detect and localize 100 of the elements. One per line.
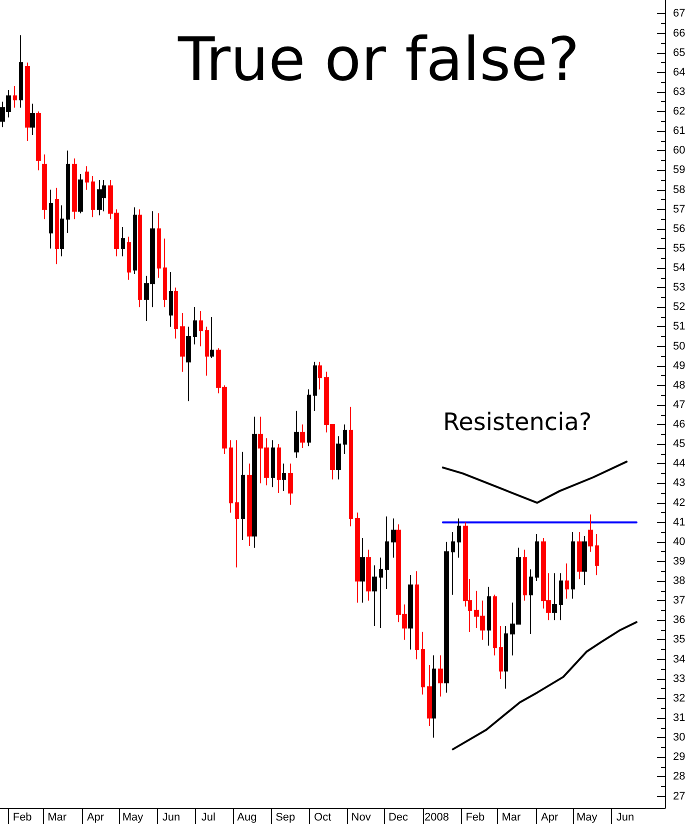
y-tick-label: 30 bbox=[673, 732, 686, 744]
candlestick bbox=[318, 361, 322, 390]
candlestick bbox=[535, 534, 539, 582]
y-tick-label: 47 bbox=[673, 398, 686, 411]
candlestick bbox=[379, 557, 383, 629]
candlestick bbox=[30, 103, 35, 136]
candlestick bbox=[493, 594, 497, 656]
candlestick bbox=[169, 271, 173, 328]
candlestick bbox=[288, 463, 293, 506]
x-tick-label: Nov bbox=[351, 812, 372, 824]
x-tick-label: Oct bbox=[314, 812, 332, 824]
candlestick bbox=[432, 654, 436, 738]
candlestick bbox=[582, 536, 587, 586]
candlestick bbox=[49, 189, 53, 249]
x-tick-label: Sep bbox=[276, 812, 296, 824]
candlestick bbox=[19, 34, 23, 108]
candlestick bbox=[577, 532, 582, 580]
y-tick-label: 28 bbox=[673, 770, 686, 783]
candlestick bbox=[210, 316, 214, 359]
y-tick-label: 40 bbox=[673, 536, 686, 548]
candlestick bbox=[91, 176, 95, 218]
y-tick-label: 36 bbox=[673, 614, 686, 626]
candlestick bbox=[85, 166, 89, 190]
candlestick bbox=[372, 564, 377, 627]
y-tick-label: 39 bbox=[673, 555, 686, 568]
line-series bbox=[442, 460, 628, 504]
candlestick bbox=[229, 440, 233, 514]
y-tick-label: 44 bbox=[673, 458, 686, 470]
candlestick bbox=[247, 463, 252, 546]
y-tick-label: 38 bbox=[673, 575, 686, 588]
candlestick bbox=[588, 514, 593, 552]
x-tick-label: Feb bbox=[12, 812, 32, 824]
y-tick-label: 52 bbox=[673, 301, 686, 314]
candlestick bbox=[487, 586, 491, 646]
candlestick bbox=[571, 532, 575, 600]
y-tick-label: 32 bbox=[673, 692, 686, 704]
y-tick-label: 55 bbox=[673, 242, 686, 254]
candlestick bbox=[180, 312, 185, 372]
candlestick bbox=[438, 654, 443, 697]
candlestick bbox=[366, 549, 371, 602]
candlestick bbox=[127, 236, 131, 280]
y-tick-label: 35 bbox=[673, 634, 686, 646]
candlestick bbox=[523, 549, 527, 602]
candlestick bbox=[559, 572, 563, 621]
candlestick bbox=[174, 287, 178, 339]
y-tick-label: 59 bbox=[673, 164, 686, 176]
x-tick-label: Mar bbox=[48, 812, 67, 824]
y-tick-label: 33 bbox=[673, 672, 686, 685]
y-tick-label: 58 bbox=[673, 184, 686, 196]
candlestick bbox=[235, 440, 239, 568]
candlestick bbox=[427, 664, 432, 726]
candlestick bbox=[360, 538, 365, 604]
y-tick-label: 34 bbox=[673, 653, 686, 666]
x-tick-label: May bbox=[122, 812, 144, 824]
candlestick bbox=[300, 424, 305, 449]
candlestick bbox=[565, 562, 569, 600]
candlestick bbox=[277, 444, 281, 494]
y-tick-label: 64 bbox=[673, 66, 686, 78]
candlestick bbox=[138, 208, 142, 308]
candlestick bbox=[252, 416, 257, 548]
candlestick bbox=[66, 150, 70, 234]
line-series bbox=[452, 621, 638, 750]
candlestick bbox=[457, 518, 461, 558]
y-tick-label: 31 bbox=[673, 712, 686, 724]
x-tick-label: Jun bbox=[162, 812, 180, 824]
x-tick-label: Aug bbox=[237, 812, 257, 824]
y-tick-label: 51 bbox=[673, 320, 686, 333]
y-tick-label: 63 bbox=[673, 86, 686, 98]
x-tick-label: Feb bbox=[466, 812, 485, 824]
x-tick-label: Jul bbox=[201, 812, 216, 824]
candlestick bbox=[451, 532, 455, 596]
x-tick-label: Jun bbox=[616, 812, 634, 824]
y-tick-label: 42 bbox=[673, 496, 686, 509]
candlestick bbox=[349, 406, 353, 527]
candlestick bbox=[157, 212, 161, 278]
y-tick-label: 53 bbox=[673, 282, 686, 294]
candlestick bbox=[55, 187, 59, 265]
x-tick-label: 2008 bbox=[424, 812, 449, 824]
candlestick bbox=[205, 326, 209, 376]
candlestick bbox=[13, 86, 17, 108]
candlestick bbox=[385, 516, 389, 590]
candlestick bbox=[97, 179, 102, 216]
candlestick bbox=[444, 541, 449, 694]
candlestick bbox=[307, 388, 311, 447]
candlestick bbox=[313, 361, 317, 412]
y-tick-label: 43 bbox=[673, 477, 686, 490]
y-tick-label: 61 bbox=[673, 125, 686, 138]
candlestick bbox=[391, 518, 396, 558]
y-tick-label: 48 bbox=[673, 379, 686, 392]
candlestick bbox=[199, 310, 203, 347]
y-tick-label: 45 bbox=[673, 438, 686, 450]
y-tick-label: 41 bbox=[673, 516, 686, 528]
y-tick-label: 66 bbox=[673, 27, 686, 40]
candlestick bbox=[121, 226, 125, 257]
candlestick bbox=[529, 568, 533, 634]
x-tick-label: Mar bbox=[502, 812, 521, 824]
candlestick bbox=[336, 436, 341, 480]
y-tick-label: 62 bbox=[673, 106, 686, 118]
candlestick bbox=[163, 238, 167, 308]
candlestick bbox=[25, 62, 30, 142]
